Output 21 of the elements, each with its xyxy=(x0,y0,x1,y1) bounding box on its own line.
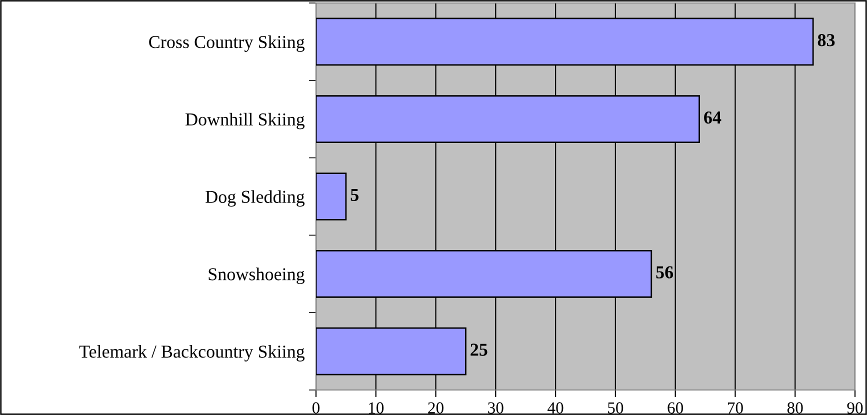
y-tick-label: Downhill Skiing xyxy=(186,112,305,130)
x-tick-label: 60 xyxy=(668,402,684,414)
y-tick-label: Dog Sledding xyxy=(206,190,305,207)
x-tick-label: 20 xyxy=(428,402,444,414)
bar xyxy=(316,172,347,220)
y-tick-label: Cross Country Skiing xyxy=(149,35,305,52)
x-tick-label: 40 xyxy=(548,402,564,414)
data-label: 64 xyxy=(704,111,722,124)
x-tick-label: 0 xyxy=(312,402,320,414)
data-label: 83 xyxy=(818,34,835,46)
data-label: 5 xyxy=(350,189,358,202)
x-tick-label: 50 xyxy=(608,402,624,414)
data-label: 25 xyxy=(470,344,488,356)
x-tick-label: 80 xyxy=(787,402,803,414)
y-tick-label: Snowshoeing xyxy=(208,268,305,284)
y-tick-label: Telemark / Backcountry Skiing xyxy=(79,345,305,362)
x-tick-label: 30 xyxy=(488,402,504,414)
data-label: 56 xyxy=(656,266,674,278)
x-tick-label: 70 xyxy=(728,402,743,414)
x-tick-label: 90 xyxy=(847,402,863,414)
x-tick-label: 10 xyxy=(369,402,384,414)
